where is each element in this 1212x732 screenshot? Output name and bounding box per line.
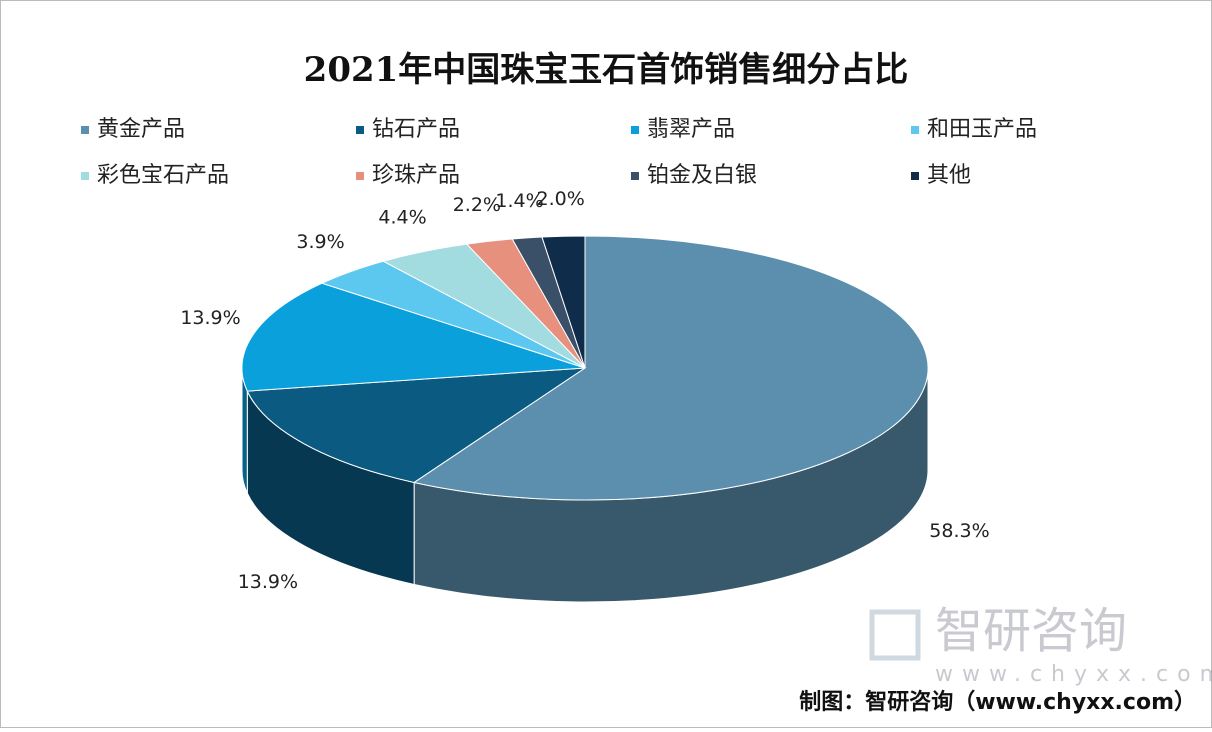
legend-swatch — [911, 172, 919, 180]
slice — [412, 235, 929, 501]
legend-swatch — [911, 126, 919, 134]
legend-label: 其他 — [927, 163, 971, 188]
data-label: 58.3% — [929, 520, 989, 542]
legend-label: 黄金产品 — [97, 117, 185, 142]
data-label: 1.4% — [495, 190, 543, 212]
watermark: 智研咨询 www.chyxx.com — [869, 603, 1212, 687]
slice — [541, 235, 586, 369]
legend-label: 翡翠产品 — [647, 117, 735, 142]
legend-label: 和田玉产品 — [927, 117, 1037, 142]
pie-tops — [241, 235, 929, 501]
data-label: 13.9% — [238, 571, 298, 593]
legend-swatch — [356, 126, 364, 134]
legend-label: 铂金及白银 — [647, 163, 757, 188]
legend-label: 珍珠产品 — [372, 163, 460, 188]
data-label: 2.2% — [453, 194, 501, 216]
watermark-name: 智研咨询 — [935, 603, 1127, 659]
slice — [246, 367, 587, 483]
data-label: 2.0% — [537, 188, 585, 210]
legend-swatch — [81, 172, 89, 180]
legend-swatch — [631, 126, 639, 134]
legend-label: 彩色宝石产品 — [97, 163, 229, 188]
watermark-url: www.chyxx.com — [935, 662, 1212, 687]
legend-swatch — [631, 172, 639, 180]
legend-label: 钻石产品 — [372, 117, 460, 142]
data-label: 13.9% — [180, 307, 240, 329]
slice — [241, 282, 586, 392]
logo — [869, 609, 921, 661]
legend-swatch — [81, 126, 89, 134]
source: 制图：智研咨询（www.chyxx.com） — [799, 689, 1196, 715]
legend-swatch — [356, 172, 364, 180]
data-label: 3.9% — [296, 231, 344, 253]
chart-title: 2021年中国珠宝玉石首饰销售细分占比 — [304, 50, 909, 90]
data-label: 4.4% — [378, 206, 426, 228]
